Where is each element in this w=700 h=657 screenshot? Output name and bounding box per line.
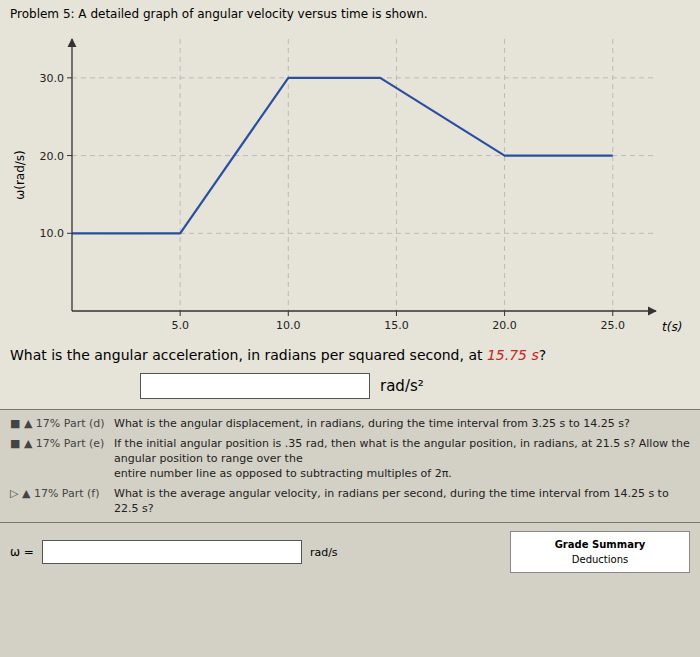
annotation: What is the angular acceleration, in rad… [10, 347, 487, 363]
y-axis-label: ω(rad/s) [13, 150, 27, 200]
y-tick [67, 155, 72, 156]
y-tick [67, 233, 72, 234]
part-label-cell: ▷ ▲ 17% Part (f) [10, 486, 110, 516]
x-axis-label: t(s) [662, 320, 682, 334]
answer-row: rad/s² [140, 373, 690, 399]
x-tick [504, 311, 505, 316]
grade-title: Grade Summary [511, 537, 689, 552]
answer-box [140, 373, 370, 399]
annotation: Deductions [572, 554, 628, 565]
part-row: ■ ▲ 17% Part (e) If the initial angular p… [10, 436, 690, 481]
annotation: ? [539, 347, 546, 363]
x-tick-label: 10.0 [276, 319, 301, 332]
annotation: 15.75 s [487, 347, 539, 363]
page: Problem 5: A detailed graph of angular v… [0, 0, 700, 657]
sub-parts: ■ ▲ 17% Part (d) What is the angular disp… [0, 409, 700, 657]
annotation: What is the average angular velocity, in… [114, 487, 669, 515]
part-text-line: entire number line as opposed to subtrac… [114, 466, 690, 481]
separator [0, 522, 700, 523]
x-tick-label: 15.0 [384, 319, 409, 332]
annotation: entire number line as opposed to subtrac… [114, 467, 452, 480]
part-row: ▷ ▲ 17% Part (f) What is the average angu… [10, 486, 690, 516]
x-tick [288, 311, 289, 316]
grid-line-x [612, 39, 613, 311]
y-tick-label: 10.0 [40, 227, 65, 240]
annotation: What is the angular displacement, in rad… [114, 417, 630, 430]
annotation: ■ ▲ 17% Part (e) [10, 437, 104, 450]
grade-line: Deductions [511, 552, 689, 567]
part-text-cell: What is the average angular velocity, in… [114, 486, 690, 516]
part-row: ■ ▲ 17% Part (d) What is the angular disp… [10, 416, 690, 431]
annotation: If the initial angular position is .35 r… [114, 437, 690, 465]
part-text-cell: What is the angular displacement, in rad… [114, 416, 690, 431]
annotation: ■ ▲ 17% Part (d) [10, 417, 105, 430]
annotation: ▷ ▲ 17% Part (f) [10, 487, 100, 500]
x-axis [72, 310, 656, 311]
answer-area: ω = rad/s Grade Summary Deductions [10, 531, 690, 573]
x-tick [396, 311, 397, 316]
part-text-line: If the initial angular position is .35 r… [114, 436, 690, 466]
annotation: rad/s² [380, 377, 424, 395]
annotation: rad/s [310, 546, 338, 559]
part-text-cell: If the initial angular position is .35 r… [114, 436, 690, 481]
grid-line-x [180, 39, 181, 311]
x-tick-label: 25.0 [600, 319, 625, 332]
question-section: What is the angular acceleration, in rad… [0, 341, 700, 409]
chart: 5.0 10.0 15.0 20.0 25.0 10.0 20.0 30.0 t(s) ω(rad… [0, 23, 700, 341]
part-label-cell: ■ ▲ 17% Part (e) [10, 436, 110, 481]
part-text-line: What is the angular displacement, in rad… [114, 416, 690, 431]
y-axis [71, 39, 72, 311]
grade-summary: Grade Summary Deductions [510, 531, 690, 573]
y-tick-label: 30.0 [40, 72, 65, 85]
axes: 5.0 10.0 15.0 20.0 25.0 10.0 20.0 30.0 [40, 39, 657, 332]
grid [72, 39, 656, 311]
x-tick-label: 20.0 [492, 319, 517, 332]
data-line [72, 78, 613, 233]
title: Problem 5: A detailed graph of angular v… [0, 0, 700, 23]
plot-area [72, 78, 613, 233]
x-tick [612, 311, 613, 316]
x-tick [180, 311, 181, 316]
annotation: Grade Summary [555, 539, 646, 550]
omega-box [42, 540, 302, 564]
grid-line-x [396, 39, 397, 311]
y-tick [67, 77, 72, 78]
grid-line-x [504, 39, 505, 311]
x-tick-label: 5.0 [171, 319, 189, 332]
part-label-cell: ■ ▲ 17% Part (d) [10, 416, 110, 431]
part-text-line: What is the average angular velocity, in… [114, 486, 690, 516]
y-tick-label: 20.0 [40, 150, 65, 163]
question-line: What is the angular acceleration, in rad… [10, 345, 690, 365]
annotation: ω = [10, 545, 34, 559]
